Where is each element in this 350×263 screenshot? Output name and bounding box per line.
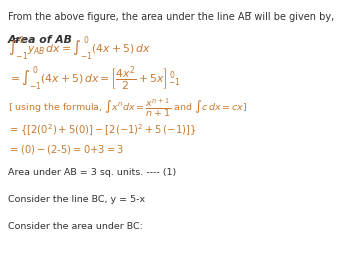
- Text: From the above figure, the area under the line AB̅ will be given by,: From the above figure, the area under th…: [8, 12, 334, 22]
- Text: Consider the area under BC:: Consider the area under BC:: [8, 222, 143, 231]
- Text: Area of AB: Area of AB: [8, 35, 73, 45]
- Text: Consider the line BC, y = 5-x: Consider the line BC, y = 5-x: [8, 195, 145, 204]
- Text: =: =: [8, 35, 24, 45]
- Text: $\int_{-1}^{\,0} y_{AB}\, dx = \int_{-1}^{\,0} (4x + 5)\, dx$: $\int_{-1}^{\,0} y_{AB}\, dx = \int_{-1}…: [8, 35, 151, 63]
- Text: Area under AB = 3 sq. units. ---- (1): Area under AB = 3 sq. units. ---- (1): [8, 168, 176, 176]
- Text: [ using the formula, $\int x^{n}dx = \dfrac{x^{n+1}}{n+1}$ and $\int c\, dx = cx: [ using the formula, $\int x^{n}dx = \df…: [8, 97, 247, 119]
- Text: $= (0) - (2\text{-}5) = 0{+}3 = 3$: $= (0) - (2\text{-}5) = 0{+}3 = 3$: [8, 143, 124, 156]
- Text: $= \{[2(0^2) + 5(0)] - [2(-1)^2 + 5\,(-1)]\}$: $= \{[2(0^2) + 5(0)] - [2(-1)^2 + 5\,(-1…: [8, 123, 196, 138]
- Text: $= \int_{-1}^{\,0} (4x + 5)\, dx = \left[\dfrac{4x^2}{2} + 5x\right]_{-1}^{\,0}$: $= \int_{-1}^{\,0} (4x + 5)\, dx = \left…: [8, 64, 180, 93]
